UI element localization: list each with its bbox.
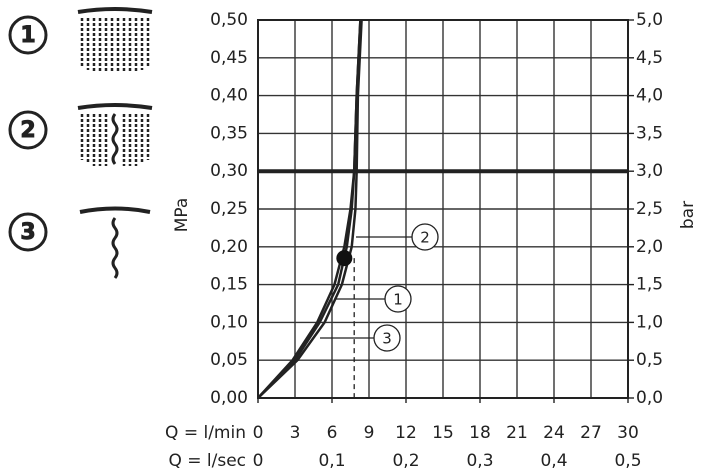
annotations	[320, 223, 439, 352]
operating-point	[336, 250, 353, 267]
y2-tick-label: 1,5	[636, 275, 663, 295]
plot-frame	[257, 19, 629, 399]
x-tick-label: 27	[580, 423, 602, 443]
y2-tick-label: 4,5	[636, 48, 663, 68]
legend-badge	[8, 110, 48, 150]
x-tick-label: 0	[253, 423, 264, 443]
y-tick-label: 0,40	[210, 86, 248, 106]
annotation-label: 1	[393, 291, 403, 309]
y-tick-label: 0,00	[210, 388, 248, 408]
y-tick-label: 0,20	[210, 237, 248, 257]
x2-tick-label: 0,3	[466, 451, 493, 471]
spray-jets	[80, 114, 150, 166]
y2-tick-label: 2,0	[636, 237, 663, 257]
y2-tick-label: 2,5	[636, 199, 663, 219]
y2-tick-label: 1,0	[636, 312, 663, 332]
y2-tick-label: 0,0	[636, 388, 663, 408]
y2-axis-label: bar	[678, 201, 698, 229]
legend-label: 3	[20, 220, 35, 245]
x2-tick-label: 0	[253, 451, 264, 471]
annotation-badge	[373, 324, 401, 352]
legend-badge	[8, 15, 48, 55]
y-tick-label: 0,15	[210, 275, 248, 295]
y2-tick-label: 0,5	[636, 350, 663, 370]
annotation-label: 3	[382, 330, 392, 348]
x2-axis-label: Q = l/sec	[168, 451, 246, 471]
legend-label: 2	[20, 118, 35, 143]
y2-tick-label: 5,0	[636, 10, 663, 30]
annotation-badge	[384, 285, 412, 313]
y-tick-label: 0,05	[210, 350, 248, 370]
y-tick-label: 0,50	[210, 10, 248, 30]
x2-tick-label: 0,5	[614, 451, 641, 471]
legend-label: 1	[20, 23, 35, 48]
series-line	[257, 19, 363, 399]
x-tick-label: 12	[395, 423, 417, 443]
x-tick-label: 3	[290, 423, 301, 443]
x-tick-label: 18	[469, 423, 491, 443]
y-tick-label: 0,25	[210, 199, 248, 219]
spray-chain	[111, 113, 119, 165]
y-tick-label: 0,45	[210, 48, 248, 68]
y-tick-label: 0,10	[210, 312, 248, 332]
y2-tick-label: 3,0	[636, 161, 663, 181]
x-tick-label: 9	[364, 423, 375, 443]
y-tick-label: 0,35	[210, 123, 248, 143]
spray-jets	[80, 18, 150, 72]
y-axis-label: MPa	[172, 198, 192, 233]
x2-tick-label: 0,4	[540, 451, 567, 471]
x-tick-label: 6	[327, 423, 338, 443]
x-axis-label: Q = l/min	[165, 423, 246, 443]
spray-icon	[79, 206, 151, 214]
y-tick-label: 0,30	[210, 161, 248, 181]
series-line	[257, 19, 362, 399]
annotation-badge	[411, 223, 439, 251]
x-tick-label: 30	[617, 423, 639, 443]
y2-tick-label: 3,5	[636, 123, 663, 143]
spray-chain	[111, 217, 119, 279]
x-tick-label: 21	[506, 423, 528, 443]
x2-tick-label: 0,2	[392, 451, 419, 471]
y2-tick-label: 4,0	[636, 86, 663, 106]
x2-tick-label: 0,1	[318, 451, 345, 471]
legend-badge	[8, 212, 48, 252]
x-tick-label: 15	[432, 423, 454, 443]
spray-icon	[77, 103, 153, 110]
spray-icon	[77, 7, 153, 14]
annotation-label: 2	[420, 229, 430, 247]
legend: 1 2 3	[8, 7, 153, 279]
x-tick-label: 24	[543, 423, 565, 443]
